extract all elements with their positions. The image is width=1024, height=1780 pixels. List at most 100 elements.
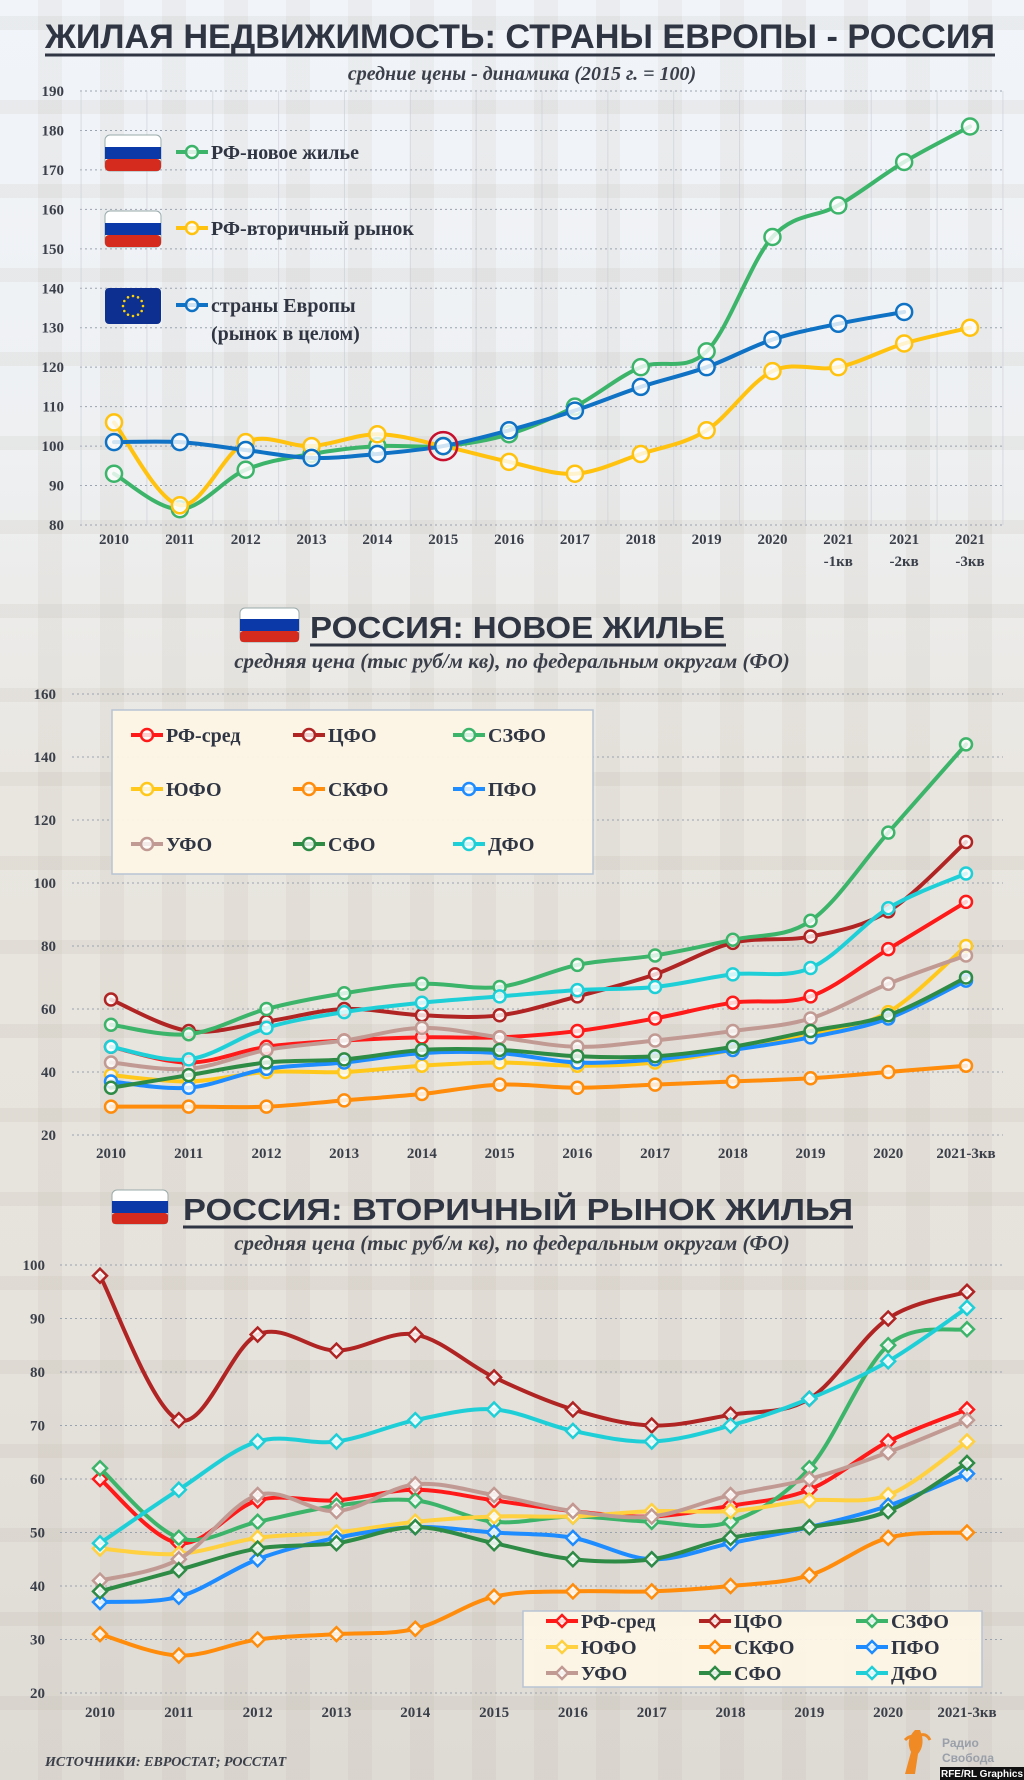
chart2-title: РОССИЯ: НОВОЕ ЖИЛЬЕ [310,610,725,645]
data-point [570,982,585,998]
data-point [803,913,818,929]
data-point [259,1042,274,1058]
y-tick-label: 60 [41,1002,56,1018]
legend-marker [707,1639,723,1655]
data-point [170,1480,188,1499]
data-point [958,1058,974,1073]
data-point [631,357,651,377]
data-point [104,413,124,432]
data-point [327,1625,346,1643]
x-tick-label: 2011 [165,532,194,548]
legend-label: РФ-сред [581,1611,655,1633]
series-line [109,944,968,1084]
chart1-subtitle: средние цены - динамика (2015 г. = 100) [348,63,696,85]
data-point [725,1039,741,1055]
data-point [91,1266,109,1285]
data-point [103,1055,119,1070]
data-point [879,1443,897,1462]
data-point [259,1001,274,1017]
x-tick-label: 2012 [243,1705,273,1721]
y-tick-label: 60 [30,1472,45,1488]
legend-marker [554,1665,570,1681]
data-point [91,1593,109,1611]
legend-marker [301,727,317,743]
data-point [259,1055,274,1070]
data-point [327,1432,346,1451]
legend-label: ЦФО [328,725,377,747]
data-point [248,1550,267,1569]
data-point [803,1011,818,1026]
chart2-subtitle: средняя цена (тыс руб/м кв), по федераль… [234,649,790,673]
data-point [958,1432,976,1451]
x-tick-label: 2018 [718,1146,748,1162]
series-5 [103,1058,974,1114]
data-point [829,357,848,377]
eu-flag-field [105,288,161,324]
legend-label: (рынок в целом) [211,323,360,345]
legend-label: УФО [581,1663,627,1685]
y-tick-label: 30 [30,1633,45,1649]
data-point [570,957,585,973]
data-point [406,1518,425,1536]
x-tick-label: 2012 [251,1146,281,1162]
data-point [721,1529,740,1547]
data-point [248,1513,267,1531]
legend-marker [301,781,317,797]
y-tick-label: 90 [49,479,64,495]
series-line [98,1273,969,1428]
flag-red [105,159,161,171]
data-point [647,948,663,963]
data-point [564,1582,582,1601]
data-point [763,361,782,381]
legend-marker [554,1613,570,1629]
data-point [829,314,848,334]
legend-marker [707,1613,723,1629]
data-point [725,1023,741,1039]
data-point [725,1074,741,1089]
data-point [829,196,848,215]
x-tick-label: 2019 [692,532,722,548]
data-point [958,866,974,881]
data-point [248,1630,267,1649]
series-line [98,1460,969,1594]
x-tick-label: 2017 [560,532,591,548]
y-tick-label: 170 [42,163,65,179]
data-point [894,302,914,322]
legend-marker [461,727,477,743]
series-6 [91,1464,976,1611]
legend-marker [139,836,155,852]
x-tick-label: 2017 [640,1146,671,1162]
data-point [958,894,974,910]
data-point [647,1011,663,1026]
legend-marker [139,781,155,797]
data-point [368,444,387,464]
legend-marker [139,727,155,743]
legend-label: СЗФО [488,725,546,747]
flag-red [105,235,161,247]
credit-box [940,1767,1024,1780]
data-point [336,1033,352,1048]
data-point [565,401,585,420]
x-tick-label: 2011 [164,1705,193,1721]
data-point [406,1475,425,1494]
data-point [800,1566,819,1585]
y-tick-label: 160 [34,687,57,703]
data-point [565,464,585,483]
data-point [958,737,974,752]
x-tick-label: 2017 [637,1705,668,1721]
data-point [103,992,119,1007]
legend-label: РФ-сред [166,725,240,747]
series-3 [91,1320,976,1547]
data-point [485,1486,503,1504]
series-line [98,1439,969,1557]
data-point [485,1507,503,1526]
y-tick-label: 80 [41,939,56,955]
data-point [170,1529,188,1547]
data-point [406,1620,425,1638]
legend-label: страны Европы [211,295,356,317]
data-point [721,1416,740,1435]
x-tick-label: 2013 [321,1705,351,1721]
series-8 [91,1454,976,1601]
data-point [170,1411,188,1429]
eu-star [136,296,140,299]
